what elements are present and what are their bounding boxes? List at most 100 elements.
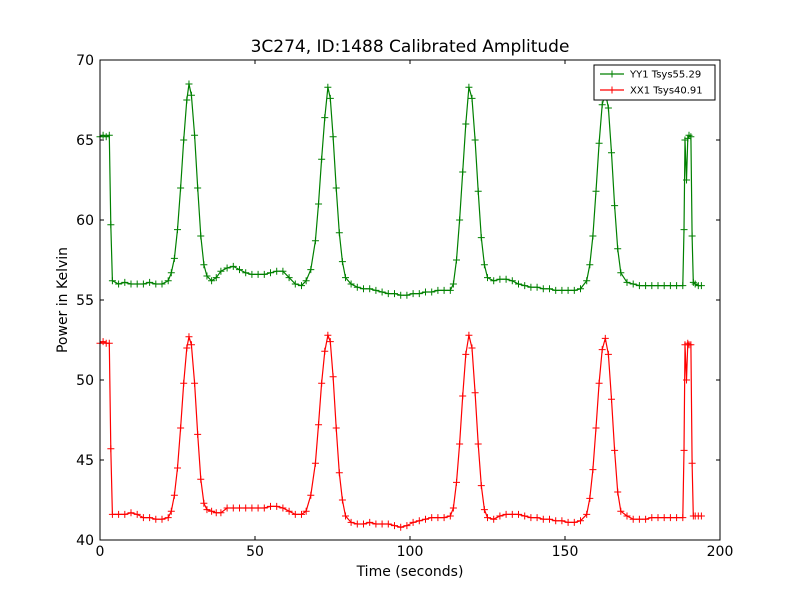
x-axis-label: Time (seconds) <box>356 564 464 580</box>
data-point-marker <box>446 512 454 520</box>
data-point-marker <box>533 283 541 291</box>
data-point-marker <box>635 515 643 523</box>
data-point-marker <box>614 245 622 253</box>
data-point-marker <box>570 286 578 294</box>
data-point-marker <box>191 131 199 139</box>
data-point-marker <box>564 286 572 294</box>
data-point-marker <box>217 509 225 517</box>
ticks-layer: 0 50 100 150 200 40 45 50 55 60 65 70 <box>76 53 733 560</box>
data-point-marker <box>570 518 578 526</box>
data-point-marker <box>332 184 340 192</box>
data-point-marker <box>459 168 467 176</box>
data-point-marker <box>635 282 643 290</box>
data-point-marker <box>329 133 337 141</box>
data-point-marker <box>515 280 522 288</box>
data-point-marker <box>298 510 305 518</box>
data-point-marker <box>601 334 609 342</box>
data-point-marker <box>456 440 464 448</box>
data-point-marker <box>456 216 464 224</box>
data-point-marker <box>115 280 123 288</box>
data-point-marker <box>592 424 600 432</box>
data-point-marker <box>508 277 516 285</box>
data-point-marker <box>99 131 107 139</box>
data-point-marker <box>302 277 310 285</box>
data-point-marker <box>502 275 510 283</box>
data-point-marker <box>586 261 594 269</box>
data-point-marker <box>539 285 547 293</box>
data-point-marker <box>105 131 113 139</box>
data-point-marker <box>515 510 522 518</box>
data-point-marker <box>338 258 346 266</box>
data-point-marker <box>415 517 423 525</box>
data-point-marker <box>598 101 606 109</box>
data-point-marker <box>229 262 237 270</box>
x-tick-label: 50 <box>246 544 264 560</box>
data-point-marker <box>177 184 185 192</box>
data-point-marker <box>236 266 243 274</box>
data-point-marker <box>471 389 479 397</box>
data-point-marker <box>409 290 417 298</box>
data-point-marker <box>267 502 274 510</box>
data-point-marker <box>666 514 674 522</box>
data-point-marker <box>121 510 129 518</box>
data-point-marker <box>360 520 367 528</box>
data-point-marker <box>223 264 231 272</box>
data-point-marker <box>197 232 205 240</box>
data-point-marker <box>462 350 470 358</box>
data-point-marker <box>152 515 160 523</box>
data-point-marker <box>158 515 166 523</box>
data-point-marker <box>170 491 178 499</box>
data-point-marker <box>397 291 405 299</box>
data-point-marker <box>480 506 488 514</box>
data-point-marker <box>311 459 319 467</box>
data-point-marker <box>298 282 305 290</box>
data-point-marker <box>589 232 597 240</box>
data-point-marker <box>107 445 115 453</box>
data-point-marker <box>332 424 340 432</box>
data-point-marker <box>462 120 470 128</box>
data-point-marker <box>324 331 332 339</box>
data-point-marker <box>477 234 485 242</box>
data-point-marker <box>108 510 116 518</box>
data-point-marker <box>273 267 281 275</box>
data-point-marker <box>321 347 329 355</box>
data-point-marker <box>446 286 454 294</box>
data-point-marker <box>434 286 442 294</box>
data-point-marker <box>329 373 337 381</box>
data-point-marker <box>318 379 326 387</box>
data-point-marker <box>194 430 202 438</box>
data-point-marker <box>679 514 687 522</box>
data-point-marker <box>260 270 268 278</box>
data-point-marker <box>187 91 195 99</box>
data-point-marker <box>673 514 681 522</box>
data-point-marker <box>648 282 656 290</box>
data-point-marker <box>139 280 147 288</box>
data-point-marker <box>248 504 256 512</box>
data-point-marker <box>127 509 135 517</box>
data-point-marker <box>474 187 482 195</box>
data-point-marker <box>471 136 479 144</box>
data-point-marker <box>353 520 361 528</box>
data-point-marker <box>502 510 510 518</box>
data-point-marker <box>127 280 135 288</box>
data-point-marker <box>167 269 175 277</box>
data-point-marker <box>521 512 529 520</box>
data-point-marker <box>133 280 141 288</box>
data-point-marker <box>490 277 498 285</box>
data-point-marker <box>347 518 355 526</box>
data-point-marker <box>177 424 185 432</box>
data-point-marker <box>403 291 411 299</box>
data-point-marker <box>191 379 199 387</box>
data-point-marker <box>422 515 429 523</box>
data-point-marker <box>558 286 566 294</box>
data-point-marker <box>691 280 699 288</box>
x-tick-label: 100 <box>397 544 424 560</box>
data-point-marker <box>291 280 299 288</box>
data-point-marker <box>552 517 560 525</box>
data-point-marker <box>623 512 631 520</box>
data-point-marker <box>666 282 674 290</box>
data-point-marker <box>496 512 504 520</box>
data-point-marker <box>611 202 619 210</box>
data-point-marker <box>133 510 141 518</box>
